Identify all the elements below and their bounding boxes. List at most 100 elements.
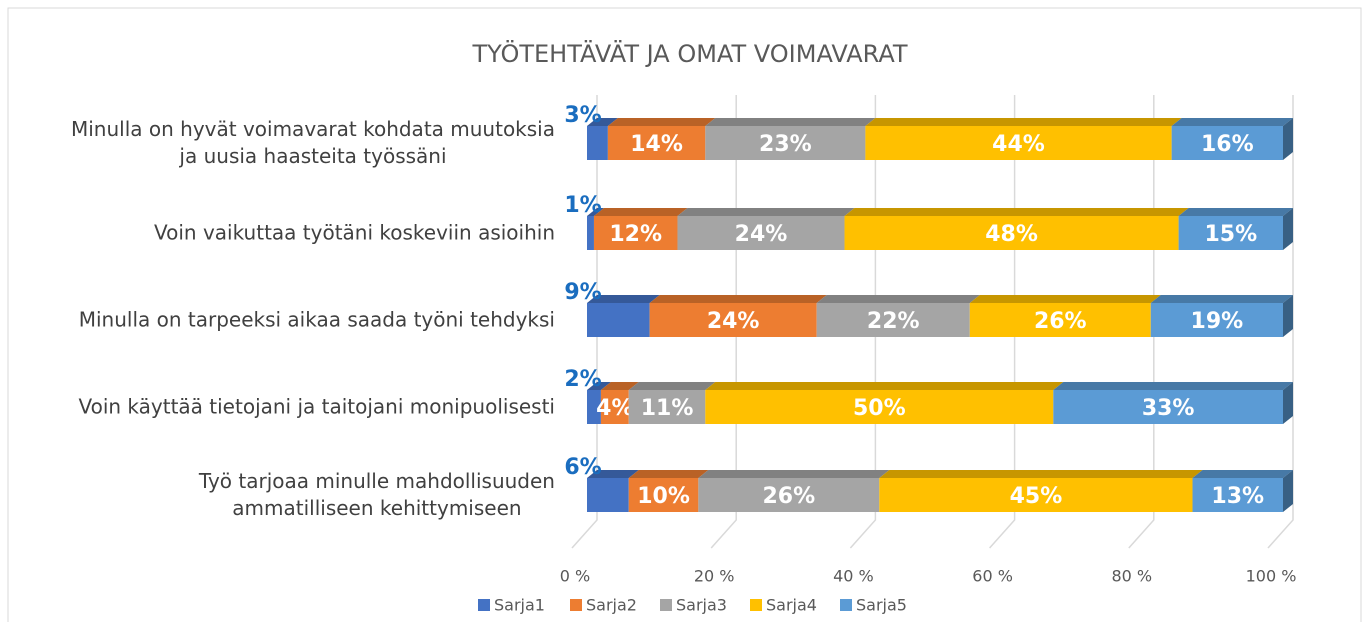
data-label: 26% (1034, 309, 1087, 334)
x-tick-label: 0 % (560, 567, 590, 586)
data-label: 50% (853, 396, 906, 421)
data-label: 9% (564, 280, 601, 305)
bar-top (593, 208, 688, 216)
bar-side (1283, 208, 1293, 250)
bar-front (677, 216, 845, 250)
bar-top (1192, 470, 1293, 478)
bar-top (677, 208, 855, 216)
bar-segment (1150, 295, 1293, 337)
y-tick-label: Voin vaikuttaa työtäni koskeviin asioihi… (153, 220, 555, 245)
bar-top (698, 470, 890, 478)
legend-label: Sarja1 (494, 596, 545, 615)
data-label: 1% (564, 193, 601, 218)
bar-segment (844, 208, 1189, 250)
bar-top (587, 295, 660, 303)
bar-top (607, 118, 716, 126)
bar-front (628, 390, 706, 424)
bar-front (600, 390, 629, 424)
bar-front (587, 303, 650, 337)
bar-front (628, 478, 699, 512)
bar-segment (1192, 470, 1293, 512)
bar-top (628, 470, 709, 478)
legend-swatch (570, 599, 582, 611)
y-tick-label: Työ tarjoaa minulle mahdollisuuden ammat… (198, 469, 555, 520)
bar-segment (1053, 382, 1293, 424)
bar-segment (1178, 208, 1293, 250)
bar-front (587, 390, 601, 424)
bar-segment (969, 295, 1161, 337)
bar-front (587, 216, 594, 250)
bar-segment (1171, 118, 1293, 160)
bar-top (816, 295, 980, 303)
bar-front (587, 478, 629, 512)
data-label: 33% (1142, 396, 1195, 421)
legend-label: Sarja3 (676, 596, 727, 615)
data-label: 19% (1191, 309, 1244, 334)
bar-top (865, 118, 1182, 126)
bar-segment (816, 295, 980, 337)
bar-front (593, 216, 678, 250)
y-tick-label: Minulla on hyvät voimavarat kohdata muut… (70, 117, 555, 168)
legend-swatch (478, 599, 490, 611)
bar-front (1053, 390, 1283, 424)
data-label: 12% (609, 222, 662, 247)
bar-front (607, 126, 706, 160)
legend-swatch (660, 599, 672, 611)
bar-front (844, 216, 1179, 250)
legend-swatch (840, 599, 852, 611)
x-tick-label: 80 % (1111, 567, 1152, 586)
data-label: 22% (867, 309, 920, 334)
data-label: 15% (1204, 222, 1257, 247)
bar-front (1150, 303, 1283, 337)
bar-front (879, 478, 1193, 512)
bar-front (705, 390, 1054, 424)
x-tick-label: 100 % (1246, 567, 1297, 586)
data-label: 48% (985, 222, 1038, 247)
y-tick-label: Voin käyttää tietojani ja taitojani moni… (78, 394, 555, 419)
data-label: 14% (630, 132, 683, 157)
bar-top (1178, 208, 1293, 216)
bar-segment (628, 382, 716, 424)
bar-front (1171, 126, 1283, 160)
bar-front (1192, 478, 1283, 512)
data-label: 10% (637, 484, 690, 509)
bar-front (865, 126, 1172, 160)
data-label: 44% (992, 132, 1045, 157)
bar-segment (649, 295, 827, 337)
data-label: 45% (1010, 484, 1063, 509)
data-label: 11% (641, 396, 694, 421)
bar-top (587, 208, 604, 216)
legend-label: Sarja5 (856, 596, 907, 615)
bar-top (1053, 382, 1293, 390)
x-tick-label: 60 % (972, 567, 1013, 586)
bar-segment (587, 295, 660, 337)
data-label: 24% (735, 222, 788, 247)
data-label: 13% (1211, 484, 1264, 509)
data-label: 2% (564, 367, 601, 392)
bar-top (844, 208, 1189, 216)
bar-front (587, 126, 608, 160)
bar-top (628, 382, 716, 390)
x-tick-label: 20 % (694, 567, 735, 586)
bar-segment (593, 208, 688, 250)
chart-border (7, 7, 1362, 622)
data-label: 3% (564, 103, 601, 128)
bar-top (969, 295, 1161, 303)
bar-segment (600, 382, 639, 424)
bar-segment (677, 208, 855, 250)
legend-label: Sarja4 (766, 596, 817, 615)
bar-front (816, 303, 970, 337)
bar-top (587, 118, 618, 126)
data-label: 6% (564, 455, 601, 480)
bar-front (698, 478, 880, 512)
bar-top (879, 470, 1203, 478)
bar-segment (607, 118, 716, 160)
bar-top (649, 295, 827, 303)
bar-side (1283, 295, 1293, 337)
data-label: 26% (763, 484, 816, 509)
bar-top (1171, 118, 1293, 126)
bar-front (969, 303, 1151, 337)
bar-top (1150, 295, 1293, 303)
